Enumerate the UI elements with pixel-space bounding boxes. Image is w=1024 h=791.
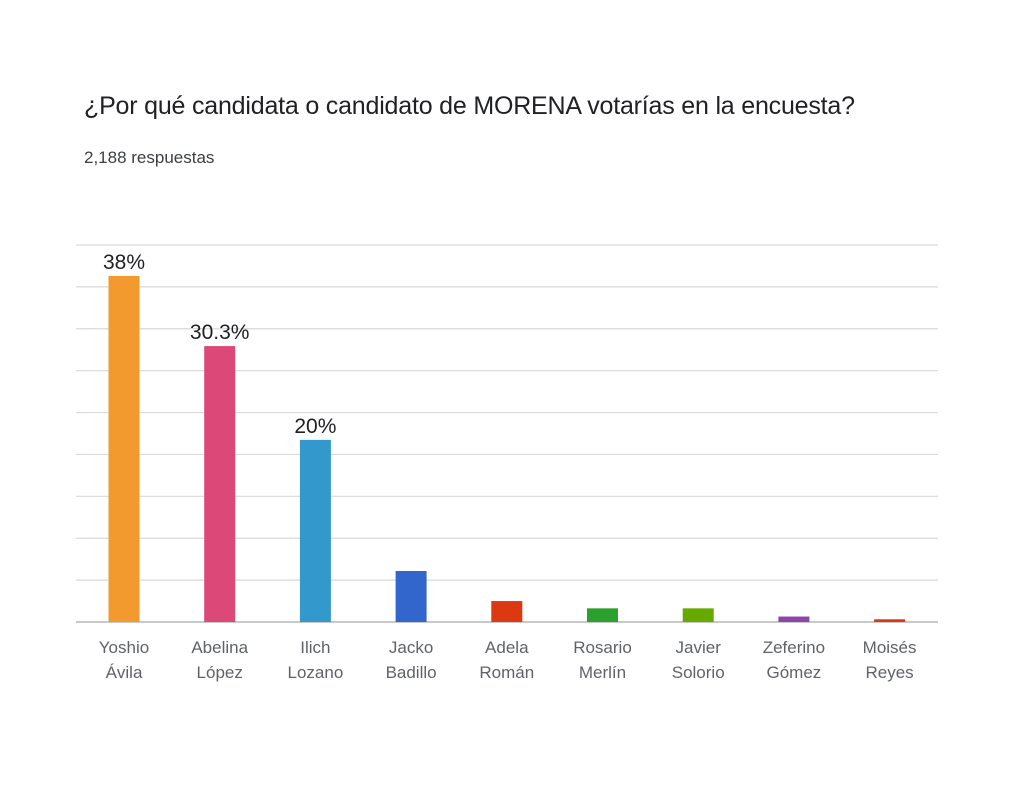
x-tick-label: Ávila bbox=[106, 663, 143, 682]
x-tick-label: Ilich bbox=[300, 638, 330, 657]
x-tick-label: López bbox=[197, 663, 243, 682]
x-tick-label: Rosario bbox=[573, 638, 632, 657]
bar-adela-román bbox=[491, 601, 523, 622]
x-tick-label: Adela bbox=[485, 638, 529, 657]
x-tick-label: Badillo bbox=[386, 663, 437, 682]
bar-javier-solorio bbox=[682, 608, 714, 622]
chart-title: ¿Por qué candidata o candidato de MORENA… bbox=[84, 92, 855, 120]
bar-rosario-merlín bbox=[587, 608, 618, 622]
x-tick-label: Román bbox=[479, 663, 534, 682]
x-tick-label: Merlín bbox=[579, 663, 626, 682]
bar-moisés-reyes bbox=[874, 619, 906, 622]
bar-abelina-lópez bbox=[204, 346, 236, 622]
data-label: 30.3% bbox=[190, 321, 250, 344]
bar-jacko-badillo bbox=[395, 571, 427, 622]
data-label: 38% bbox=[103, 251, 145, 274]
x-tick-label: Yoshio bbox=[99, 638, 149, 657]
data-label: 20% bbox=[294, 415, 336, 438]
bar-yoshio-ávila bbox=[108, 275, 140, 622]
x-tick-label: Abelina bbox=[191, 638, 248, 657]
x-tick-label: Moisés bbox=[863, 638, 917, 657]
x-tick-label: Jacko bbox=[389, 638, 433, 657]
x-tick-label: Gómez bbox=[767, 663, 822, 682]
x-tick-label: Reyes bbox=[866, 663, 914, 682]
bar-ilich-lozano bbox=[299, 439, 331, 622]
x-tick-label: Solorio bbox=[672, 663, 725, 682]
bar-zeferino-gómez bbox=[778, 616, 810, 622]
x-tick-label: Javier bbox=[676, 638, 722, 657]
response-count: 2,188 respuestas bbox=[84, 148, 215, 167]
x-tick-label: Lozano bbox=[288, 663, 344, 682]
x-tick-label: Zeferino bbox=[763, 638, 825, 657]
